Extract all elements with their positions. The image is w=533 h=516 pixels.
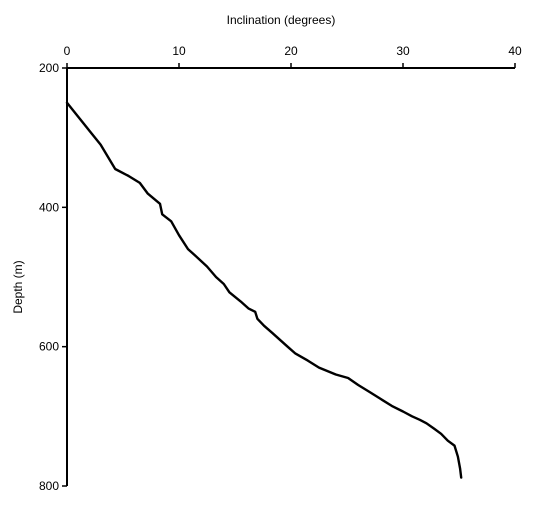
x-tick-label: 20: [284, 44, 298, 58]
x-ticks: 0 10 20 30 40: [64, 44, 522, 68]
axes: [66, 67, 515, 486]
x-tick-label: 0: [64, 44, 71, 58]
y-axis-title: Depth (m): [11, 260, 25, 313]
x-tick-label: 40: [508, 44, 522, 58]
series-line: [65, 101, 463, 479]
series-layer: [65, 101, 463, 479]
y-ticks: 200 400 600 800: [39, 61, 67, 493]
y-tick-label: 800: [39, 479, 59, 493]
x-tick-label: 30: [396, 44, 410, 58]
x-tick-label: 10: [172, 44, 186, 58]
y-tick-label: 600: [39, 340, 59, 354]
x-axis-title: Inclination (degrees): [227, 13, 336, 27]
y-tick-label: 200: [39, 61, 59, 75]
y-tick-label: 400: [39, 200, 59, 214]
